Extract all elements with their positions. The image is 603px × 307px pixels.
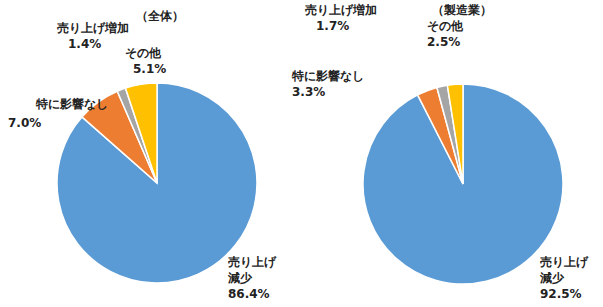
data-label: 3.3%: [292, 85, 325, 99]
pie: [363, 84, 563, 284]
pie: [57, 83, 257, 283]
chart-title: （製造業）: [432, 3, 492, 17]
data-label: 5.1%: [133, 62, 166, 76]
data-label: 1.7%: [316, 19, 349, 33]
slice-label: 売り上げ増加: [305, 3, 377, 17]
data-label: 2.5%: [427, 35, 460, 49]
slice-label: 特に影響なし: [35, 97, 108, 111]
slice-label: 特に影響なし: [291, 69, 364, 83]
pie-slice: [125, 83, 157, 183]
slice-label: 売り上げ減少: [539, 255, 589, 285]
data-label: 92.5%: [540, 287, 582, 301]
slice-label: その他: [125, 46, 162, 60]
data-label: 7.0%: [8, 116, 41, 130]
slice-label: 売り上げ増加: [57, 21, 129, 35]
pie-slice: [363, 84, 563, 284]
data-label: 1.4%: [68, 37, 101, 51]
pie-slice: [57, 83, 257, 283]
pie-slice: [447, 84, 463, 184]
chart-title: （全体）: [136, 9, 184, 23]
slice-label: 売り上げ減少: [227, 255, 277, 285]
chart-root: （全体） 売り上げ減少 86.4% 特に影響なし 7.0% 売り上げ増加 1.4% その他 5.…: [0, 0, 603, 307]
slice-label: その他: [427, 19, 464, 33]
data-label: 86.4%: [228, 287, 270, 301]
